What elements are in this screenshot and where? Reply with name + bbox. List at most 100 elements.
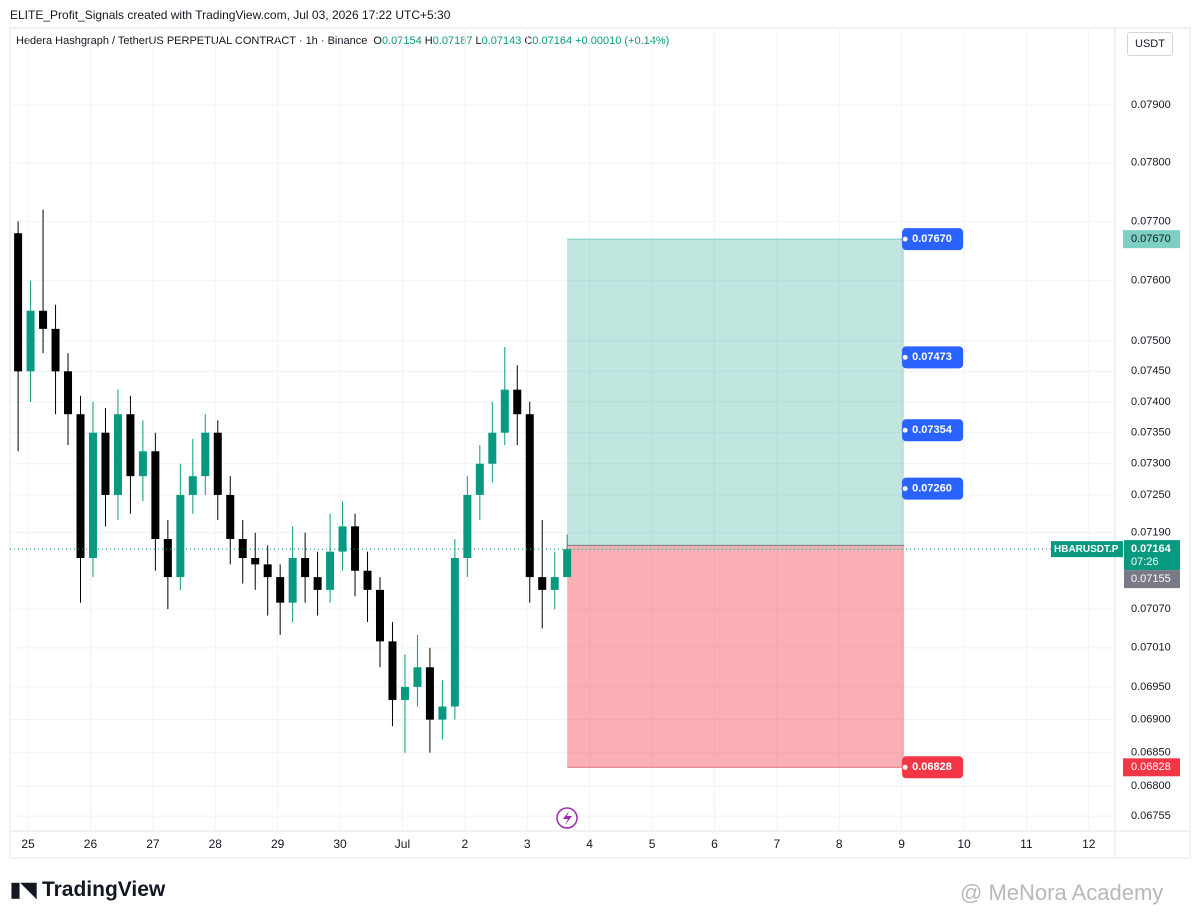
symbol: Hedera Hashgraph / TetherUS PERPETUAL CO…: [16, 35, 368, 47]
target-badge-handle: [901, 235, 909, 243]
x-tick-label: 11: [1020, 837, 1033, 851]
candle-body: [113, 414, 122, 495]
candle-body: [163, 538, 172, 578]
y-tick-label: 0.07070: [1131, 603, 1171, 615]
candle-body: [538, 577, 547, 590]
loss-zone: [567, 545, 905, 768]
ohlc-value: 0.07143: [481, 35, 522, 47]
x-tick-label: 10: [957, 837, 971, 851]
last-price-badge: [1124, 540, 1180, 571]
target-badge: [902, 228, 964, 251]
target-badge-label: 0.07260: [912, 483, 952, 495]
candle-body: [413, 667, 422, 687]
ohlc-key: H: [424, 35, 433, 47]
candle-body: [226, 494, 235, 539]
stop-badge-handle: [901, 763, 909, 771]
y-tick-label: 0.06950: [1131, 681, 1171, 693]
candle-body: [326, 551, 335, 590]
symbol-badge: [1051, 541, 1123, 558]
ohlc-value: 0.07164: [532, 35, 573, 47]
ohlc-value: 0.07187: [432, 35, 473, 47]
candle-body: [64, 371, 73, 415]
y-tick-label: 0.07400: [1131, 396, 1171, 408]
x-tick-label: 30: [333, 837, 347, 851]
candle-body: [563, 549, 572, 578]
target-badge-label: 0.07670: [912, 233, 952, 245]
y-tick-label: 0.07500: [1131, 335, 1171, 347]
candle-body: [450, 558, 459, 707]
candle-body: [251, 558, 260, 565]
axis-target-label: 0.07670: [1131, 233, 1171, 245]
candle-body: [76, 414, 85, 559]
currency-button[interactable]: USDT: [1127, 32, 1173, 56]
candle-body: [288, 558, 297, 603]
x-tick-label: 12: [1082, 837, 1096, 851]
candle-body: [301, 558, 310, 578]
profit-zone: [567, 239, 905, 546]
y-tick-label: 0.07300: [1131, 458, 1171, 470]
target-badge-handle: [901, 426, 909, 434]
x-tick-label: 26: [84, 837, 98, 851]
candle-body: [238, 538, 247, 559]
x-tick-label: 29: [271, 837, 285, 851]
candle-body: [26, 310, 35, 372]
target-badge: [902, 419, 964, 442]
x-tick-label: 2: [462, 837, 469, 851]
ohlc-key: O: [373, 35, 382, 47]
candle-body: [525, 414, 534, 578]
candle-body: [263, 564, 272, 578]
prev-label: 0.07155: [1131, 573, 1171, 585]
watermark: @ MeNora Academy: [960, 880, 1164, 905]
candle-body: [213, 432, 222, 495]
candle-body: [88, 432, 97, 559]
candle-body: [438, 706, 447, 720]
plot-frame: [9, 27, 1191, 859]
target-badge-label: 0.07354: [912, 424, 953, 436]
candle-body: [338, 526, 347, 552]
axis-stop-label: 0.06828: [1131, 761, 1171, 773]
candle-body: [138, 451, 147, 477]
candle-body: [101, 432, 110, 495]
candle-body: [39, 310, 48, 329]
candle-body: [388, 641, 397, 700]
y-tick-label: 0.07700: [1131, 215, 1171, 227]
candle-body: [463, 494, 472, 559]
x-tick-label: 6: [711, 837, 718, 851]
candle-body: [313, 577, 322, 590]
candle-body: [51, 328, 60, 372]
candle-body: [14, 233, 23, 372]
symbol-label: HBARUSDT.P: [1054, 544, 1119, 555]
candle-body: [500, 389, 509, 433]
candle-body: [425, 667, 434, 720]
x-tick-label: 8: [836, 837, 843, 851]
candle-body: [151, 451, 160, 539]
y-tick-label: 0.06850: [1131, 747, 1171, 759]
y-tick-label: 0.06800: [1131, 780, 1171, 792]
y-tick-label: 0.06900: [1131, 714, 1171, 726]
y-tick-label: 0.07190: [1131, 527, 1171, 539]
y-tick-label: 0.07010: [1131, 642, 1171, 654]
candle-body: [126, 414, 135, 477]
y-tick-label: 0.06755: [1131, 810, 1171, 822]
x-tick-label: 25: [21, 837, 35, 851]
credit: ELITE_Profit_Signals created with Tradin…: [10, 8, 451, 22]
target-badge: [902, 346, 964, 369]
change: +0.00010 (+0.14%): [575, 35, 670, 47]
brand: ▮◥ TradingView: [10, 878, 166, 901]
x-tick-label: 3: [524, 837, 531, 851]
candle-body: [375, 589, 384, 642]
legend: Hedera Hashgraph / TetherUS PERPETUAL CO…: [16, 35, 669, 47]
y-tick-label: 0.07350: [1131, 427, 1171, 439]
ohlc: O0.07154 H0.07187 L0.07143 C0.07164: [370, 35, 572, 47]
axis-target-badge: [1123, 230, 1180, 249]
candle-body: [201, 432, 210, 477]
x-tick-label: 28: [209, 837, 223, 851]
stop-badge-label: 0.06828: [912, 761, 952, 773]
ohlc-value: 0.07154: [381, 35, 422, 47]
x-tick-label: 9: [898, 837, 905, 851]
x-tick-label: 5: [649, 837, 656, 851]
x-tick-label: 7: [773, 837, 780, 851]
target-badge: [902, 477, 964, 500]
target-badge-handle: [901, 353, 909, 361]
y-tick-label: 0.07900: [1131, 99, 1171, 111]
